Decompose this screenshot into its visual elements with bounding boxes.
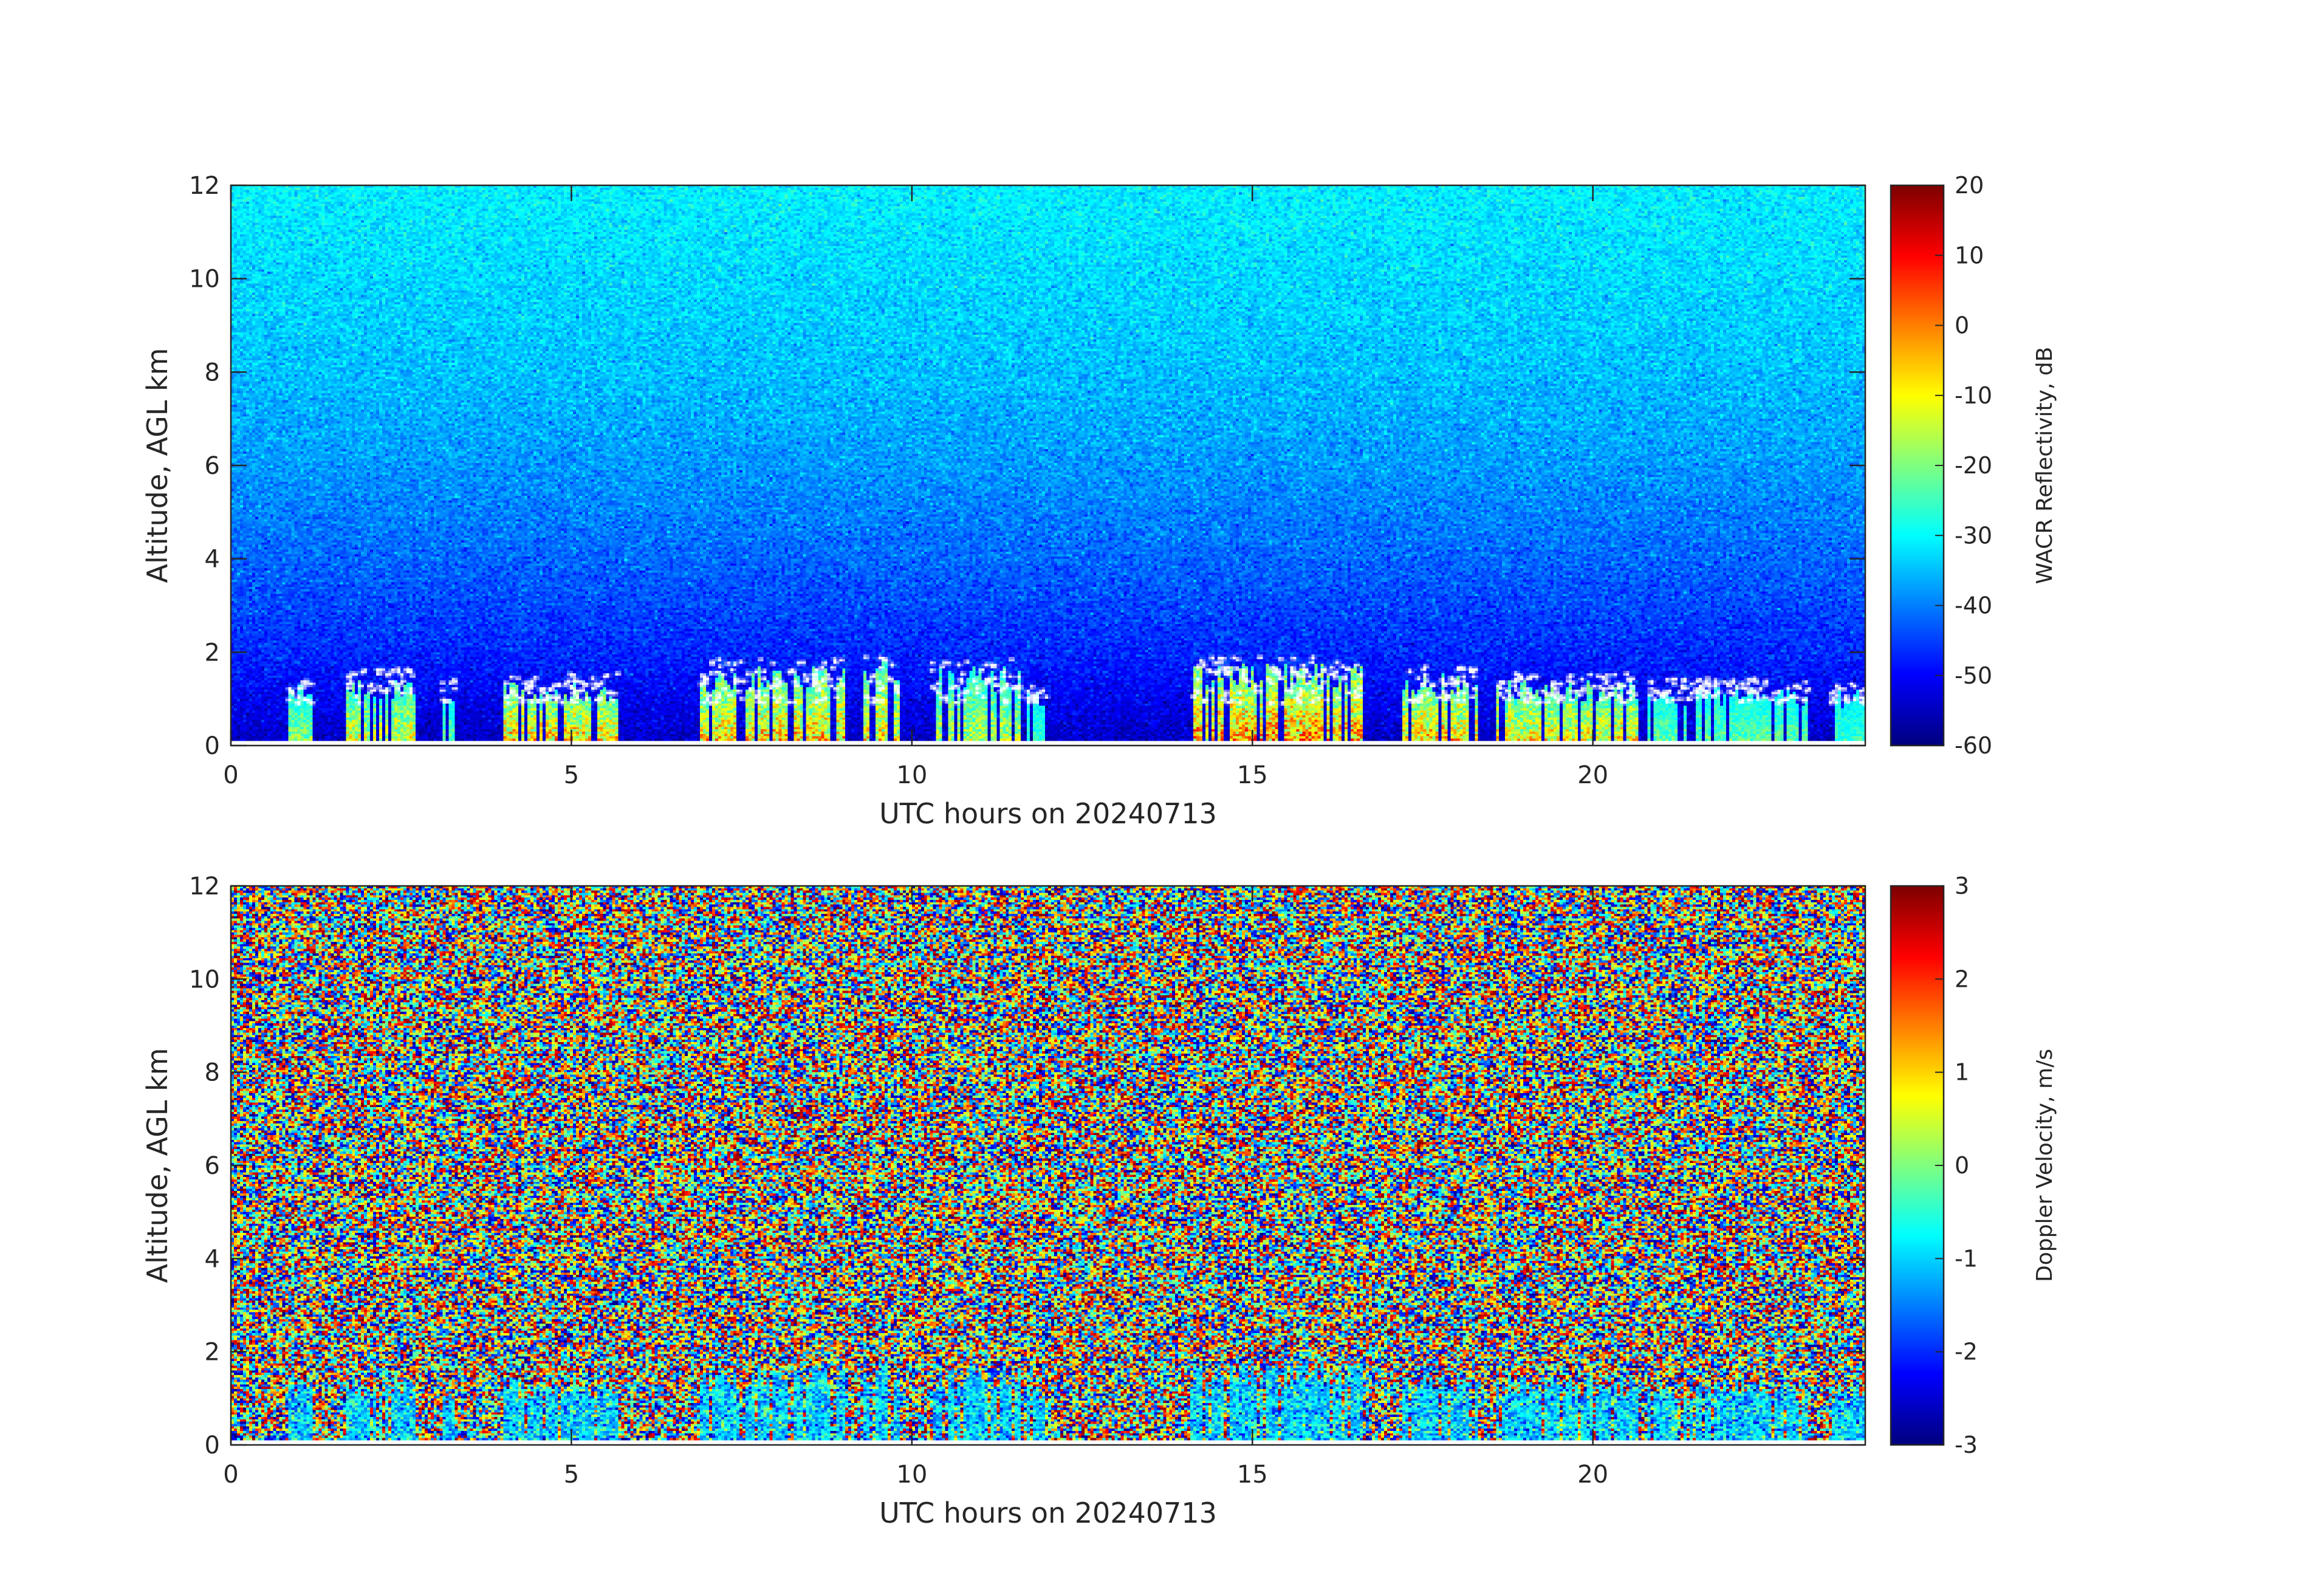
reflectivity-colorbar-tick-label: 0 <box>1955 312 1969 339</box>
doppler-y-tick-label: 8 <box>205 1059 220 1087</box>
reflectivity-colorbar-tick-label: -50 <box>1955 662 1992 689</box>
doppler-x-tick-label: 15 <box>1237 1461 1268 1489</box>
reflectivity-y-tick-label: 6 <box>205 452 220 480</box>
doppler-y-tick-label: 2 <box>205 1339 220 1367</box>
doppler-velocity-colorbar <box>1891 886 1944 1445</box>
reflectivity-y-tick-label: 12 <box>189 172 220 200</box>
reflectivity-colorbar <box>1891 185 1944 746</box>
doppler-colorbar-tick-label: -1 <box>1955 1245 1978 1272</box>
reflectivity-colorbar-label: WACR Reflectivity, dB <box>2032 347 2057 585</box>
reflectivity-colorbar-tick-label: 10 <box>1955 242 1984 269</box>
reflectivity-x-axis-label: UTC hours on 20240713 <box>879 797 1217 830</box>
doppler-y-tick-label: 10 <box>189 966 220 993</box>
doppler-y-tick-label: 4 <box>205 1245 220 1273</box>
doppler-velocity-heatmap <box>231 886 1865 1445</box>
doppler-x-tick-label: 5 <box>564 1461 579 1489</box>
doppler-colorbar-tick-label: -2 <box>1955 1339 1978 1365</box>
reflectivity-colorbar-tick-label: -60 <box>1955 732 1992 759</box>
reflectivity-y-tick-label: 10 <box>189 266 220 293</box>
reflectivity-colorbar-tick-label: -20 <box>1955 452 1992 479</box>
doppler-colorbar-tick-label: 0 <box>1955 1152 1969 1179</box>
reflectivity-y-tick-label: 4 <box>205 546 220 574</box>
doppler-y-axis-label: Altitude, AGL km <box>141 1048 174 1283</box>
doppler-colorbar-tick-label: 1 <box>1955 1059 1969 1086</box>
doppler-colorbar-tick-label: 3 <box>1955 873 1969 899</box>
reflectivity-plot-frame <box>230 184 1866 747</box>
doppler-x-axis-label: UTC hours on 20240713 <box>879 1497 1217 1529</box>
reflectivity-x-tick-label: 10 <box>896 761 927 789</box>
doppler-colorbar-label: Doppler Velocity, m/s <box>2032 1049 2057 1282</box>
reflectivity-x-tick-label: 5 <box>564 761 579 789</box>
reflectivity-colorbar-tick-label: 20 <box>1955 172 1984 199</box>
doppler-colorbar-tick-label: 2 <box>1955 966 1969 992</box>
doppler-x-tick-label: 0 <box>223 1461 238 1489</box>
doppler-plot-frame <box>230 885 1866 1446</box>
reflectivity-y-tick-label: 2 <box>205 639 220 667</box>
reflectivity-panel: UTC hours on 20240713 Altitude, AGL km W… <box>141 172 2057 830</box>
doppler-y-tick-label: 6 <box>205 1152 220 1180</box>
doppler-x-tick-label: 10 <box>896 1461 927 1489</box>
reflectivity-y-tick-label: 8 <box>205 358 220 386</box>
doppler-y-tick-label: 12 <box>189 873 220 900</box>
doppler-panel: UTC hours on 20240713 Altitude, AGL km D… <box>141 873 2057 1529</box>
reflectivity-y-tick-label: 0 <box>205 732 220 760</box>
reflectivity-y-axis-label: Altitude, AGL km <box>141 348 174 583</box>
doppler-x-tick-label: 20 <box>1577 1461 1608 1489</box>
reflectivity-colorbar-tick-label: -30 <box>1955 522 1992 549</box>
reflectivity-colorbar-tick-label: -40 <box>1955 592 1992 619</box>
reflectivity-x-tick-label: 15 <box>1237 761 1268 789</box>
reflectivity-x-tick-label: 0 <box>223 761 238 789</box>
reflectivity-x-tick-label: 20 <box>1577 761 1608 789</box>
doppler-colorbar-tick-label: -3 <box>1955 1432 1978 1458</box>
reflectivity-colorbar-tick-label: -10 <box>1955 382 1992 409</box>
doppler-y-tick-label: 0 <box>205 1432 220 1460</box>
reflectivity-heatmap <box>231 185 1865 746</box>
